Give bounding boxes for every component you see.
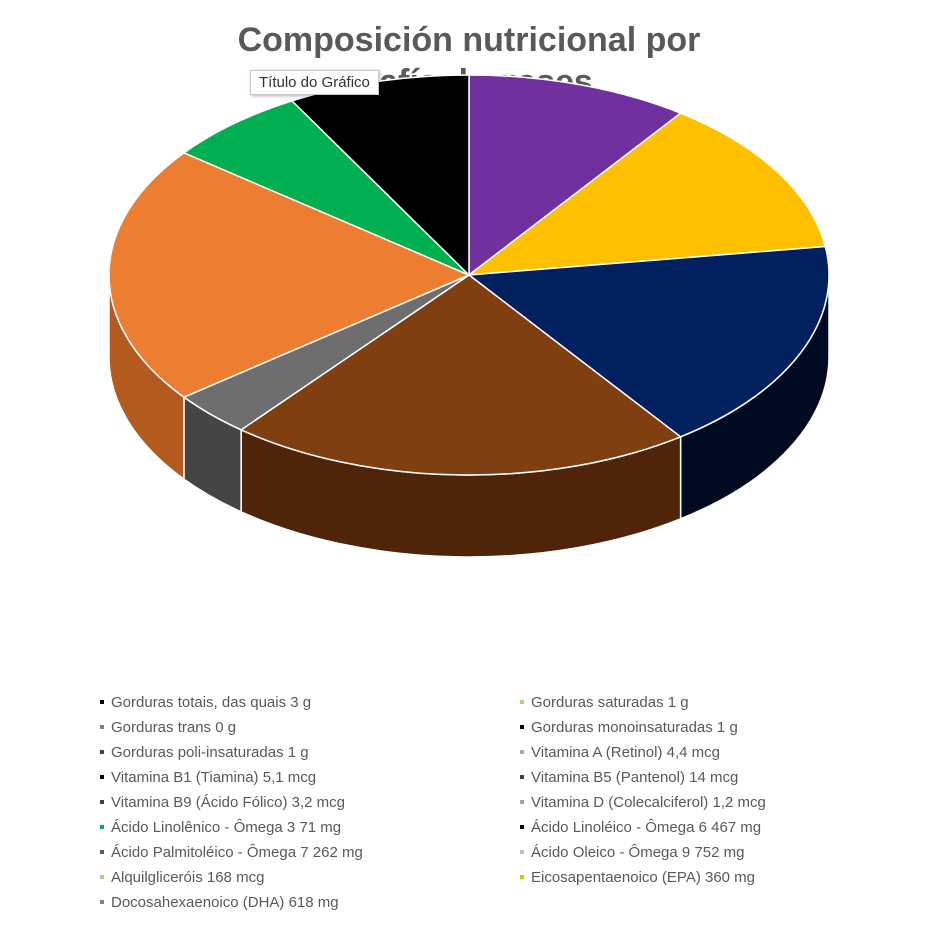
legend-item-16[interactable]: Docosahexaenoico (DHA) 618 mg [100,892,520,912]
legend-marker-7 [520,775,524,779]
legend-marker-10 [100,825,104,829]
legend-label-7: Vitamina B5 (Pantenol) 14 mcg [531,768,739,786]
chart-title-tooltip: Título do Gráfico [250,70,379,95]
legend-marker-6 [100,775,104,779]
legend-label-10: Ácido Linolênico - Ômega 3 71 mg [111,818,342,836]
pie-slice-6[interactable] [183,100,470,276]
legend-item-5[interactable]: Vitamina A (Retinol) 4,4 mcg [520,742,860,762]
pie-slice-0[interactable] [468,74,682,276]
legend-item-3[interactable]: Gorduras monoinsaturadas 1 g [520,717,860,737]
legend-marker-13 [520,850,524,854]
legend-label-2: Gorduras trans 0 g [111,718,237,736]
pie-slice-5[interactable] [108,152,470,398]
pie-tops [108,74,830,476]
legend-item-14[interactable]: Alquilgliceróis 168 mcg [100,867,520,887]
legend-marker-5 [520,750,524,754]
chart-title-line-1: Composición nutricional por [237,21,701,59]
legend-marker-9 [520,800,524,804]
pie-slice-2[interactable] [468,245,830,438]
legend-item-1[interactable]: Gorduras saturadas 1 g [520,692,860,712]
legend-label-8: Vitamina B9 (Ácido Fólico) 3,2 mcg [111,793,345,811]
chart-legend: Gorduras totais, das quais 3 g Gorduras s… [100,692,860,912]
legend-label-5: Vitamina A (Retinol) 4,4 mcg [531,743,720,761]
legend-label-6: Vitamina B1 (Tiamina) 5,1 mcg [111,768,317,786]
legend-label-15: Eicosapentaenoico (EPA) 360 mg [531,868,756,886]
legend-marker-15 [520,875,524,879]
legend-item-6[interactable]: Vitamina B1 (Tiamina) 5,1 mcg [100,767,520,787]
pie-slice-1[interactable] [468,112,827,276]
legend-marker-4 [100,750,104,754]
legend-item-12[interactable]: Ácido Palmitoléico - Ômega 7 262 mg [100,842,520,862]
legend-item-4[interactable]: Gorduras poli-insaturadas 1 g [100,742,520,762]
legend-item-7[interactable]: Vitamina B5 (Pantenol) 14 mcg [520,767,860,787]
legend-marker-12 [100,850,104,854]
legend-label-16: Docosahexaenoico (DHA) 618 mg [111,893,339,911]
legend-label-12: Ácido Palmitoléico - Ômega 7 262 mg [111,843,363,861]
legend-item-15[interactable]: Eicosapentaenoico (EPA) 360 mg [520,867,860,887]
legend-marker-11 [520,825,524,829]
legend-label-9: Vitamina D (Colecalciferol) 1,2 mcg [531,793,766,811]
legend-marker-8 [100,800,104,804]
legend-item-11[interactable]: Ácido Linoléico - Ômega 6 467 mg [520,817,860,837]
legend-item-9[interactable]: Vitamina D (Colecalciferol) 1,2 mcg [520,792,860,812]
pie-slice-3[interactable] [240,274,682,476]
legend-item-8[interactable]: Vitamina B9 (Ácido Fólico) 3,2 mcg [100,792,520,812]
legend-marker-1 [520,700,524,704]
legend-item-0[interactable]: Gorduras totais, das quais 3 g [100,692,520,712]
legend-label-11: Ácido Linoléico - Ômega 6 467 mg [531,818,762,836]
legend-marker-3 [520,725,524,729]
legend-item-10[interactable]: Ácido Linolênico - Ômega 3 71 mg [100,817,520,837]
legend-label-14: Alquilgliceróis 168 mcg [111,868,265,886]
legend-marker-14 [100,875,104,879]
legend-marker-0 [100,700,104,704]
legend-label-1: Gorduras saturadas 1 g [531,693,689,711]
legend-marker-16 [100,900,104,904]
legend-item-2[interactable]: Gorduras trans 0 g [100,717,520,737]
legend-marker-2 [100,725,104,729]
legend-label-3: Gorduras monoinsaturadas 1 g [531,718,738,736]
legend-item-13[interactable]: Ácido Oleico - Ômega 9 752 mg [520,842,860,862]
legend-label-4: Gorduras poli-insaturadas 1 g [111,743,309,761]
legend-label-0: Gorduras totais, das quais 3 g [111,693,312,711]
legend-label-13: Ácido Oleico - Ômega 9 752 mg [531,843,745,861]
